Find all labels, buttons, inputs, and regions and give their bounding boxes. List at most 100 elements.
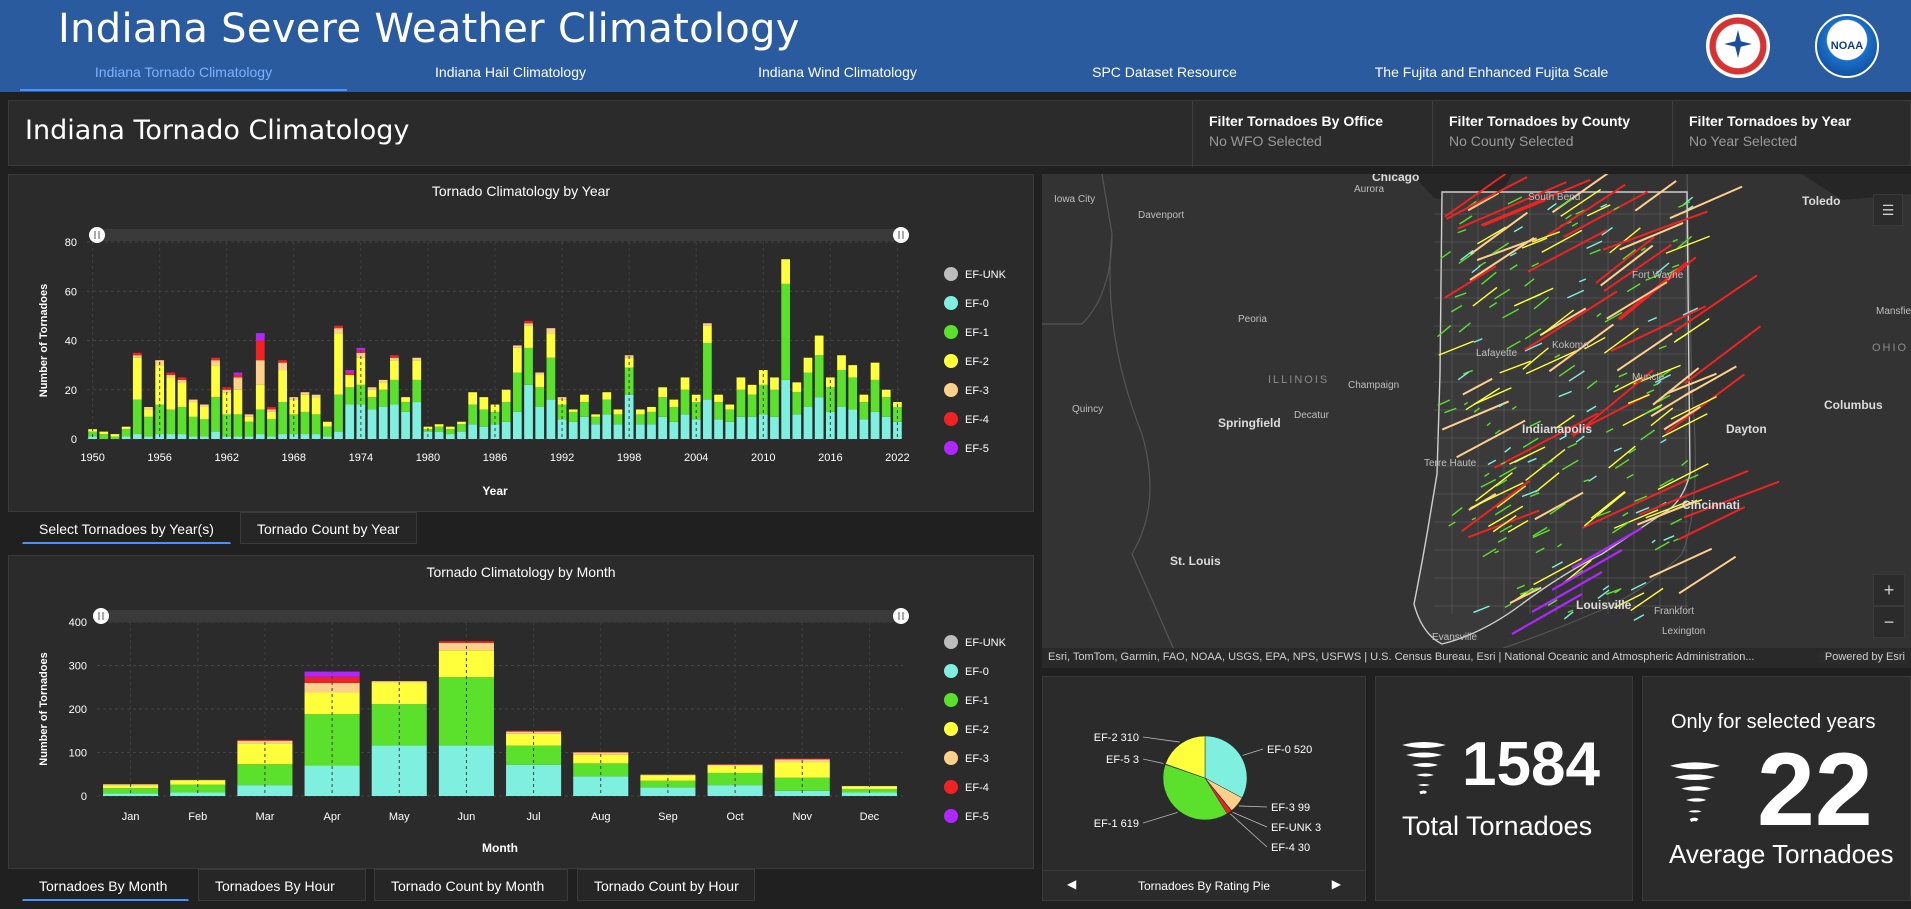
year-bar-segment[interactable]	[468, 424, 478, 439]
tornado-track[interactable]	[1586, 204, 1611, 217]
tornado-track[interactable]	[1522, 437, 1539, 449]
tornado-track[interactable]	[1496, 485, 1527, 508]
year-bar-segment[interactable]	[278, 402, 287, 435]
year-bar-segment[interactable]	[188, 436, 198, 439]
year-bar-segment[interactable]	[412, 360, 422, 380]
tornado-track[interactable]	[1486, 422, 1491, 427]
year-bar-segment[interactable]	[870, 379, 880, 412]
pie-prev-icon[interactable]: ◀	[1067, 877, 1077, 891]
tornado-track[interactable]	[1491, 242, 1510, 255]
legend-swatch[interactable]	[944, 751, 958, 765]
year-bar-segment[interactable]	[747, 416, 757, 439]
tornado-track[interactable]	[1600, 203, 1608, 208]
year-bar-segment[interactable]	[512, 345, 522, 348]
tornado-track[interactable]	[1652, 367, 1700, 406]
year-bar-segment[interactable]	[512, 411, 522, 439]
tornado-track[interactable]	[1654, 541, 1670, 551]
tornado-track[interactable]	[1465, 387, 1501, 411]
tornado-track[interactable]	[1590, 490, 1626, 519]
year-bar-segment[interactable]	[557, 399, 567, 405]
tornado-track[interactable]	[1561, 459, 1579, 471]
year-bar-segment[interactable]	[468, 404, 478, 425]
tornado-track[interactable]	[1457, 228, 1467, 234]
legend-label[interactable]: EF-UNK	[965, 269, 1007, 281]
tornado-track[interactable]	[1511, 405, 1517, 410]
year-bar-segment[interactable]	[267, 409, 276, 412]
tornado-track[interactable]	[1682, 307, 1699, 316]
year-bar-segment[interactable]	[680, 389, 690, 415]
year-bar-segment[interactable]	[121, 436, 131, 439]
year-bar-segment[interactable]	[110, 436, 120, 439]
year-bar-segment[interactable]	[613, 409, 623, 415]
legend-swatch[interactable]	[944, 325, 958, 339]
year-bar-segment[interactable]	[311, 434, 321, 439]
year-bar-segment[interactable]	[334, 394, 343, 432]
tornado-track[interactable]	[1504, 603, 1512, 609]
tornado-track[interactable]	[1606, 281, 1668, 320]
tornado-track[interactable]	[1619, 222, 1684, 251]
year-bar-segment[interactable]	[535, 374, 545, 388]
year-bar-segment[interactable]	[267, 411, 276, 420]
year-bar-segment[interactable]	[200, 436, 209, 439]
year-bar-segment[interactable]	[378, 389, 388, 407]
map-canvas[interactable]	[1042, 174, 1911, 668]
year-bar-segment[interactable]	[814, 355, 824, 398]
year-bar-segment[interactable]	[568, 409, 578, 412]
year-bar-segment[interactable]	[367, 409, 377, 439]
year-bar-segment[interactable]	[758, 370, 768, 385]
tornado-track[interactable]	[1471, 517, 1477, 521]
year-bar-segment[interactable]	[211, 357, 220, 361]
month-bar-segment[interactable]	[841, 786, 897, 790]
year-bar-segment[interactable]	[669, 421, 679, 439]
tornado-track[interactable]	[1482, 199, 1546, 227]
tornado-track[interactable]	[1557, 198, 1573, 209]
year-bar-segment[interactable]	[233, 374, 243, 378]
month-bar-segment[interactable]	[640, 774, 696, 776]
year-bar-segment[interactable]	[736, 377, 746, 390]
year-bar-segment[interactable]	[568, 421, 578, 439]
tornado-track[interactable]	[1494, 412, 1599, 469]
year-bar-segment[interactable]	[132, 355, 142, 358]
tornado-track[interactable]	[1498, 402, 1505, 408]
tornado-track[interactable]	[1535, 547, 1545, 554]
tornado-track[interactable]	[1575, 209, 1585, 215]
year-bar-segment[interactable]	[658, 397, 668, 417]
nav-tornado-climatology[interactable]: Indiana Tornado Climatology	[94, 64, 273, 80]
tornado-track[interactable]	[1567, 609, 1574, 614]
year-bar-segment[interactable]	[859, 402, 869, 420]
year-bar-segment[interactable]	[781, 283, 790, 380]
year-bar-segment[interactable]	[211, 365, 220, 398]
legend-swatch[interactable]	[944, 635, 958, 649]
year-bar-segment[interactable]	[893, 406, 902, 422]
year-bar-segment[interactable]	[300, 394, 310, 412]
tornado-track[interactable]	[1563, 611, 1574, 620]
year-bar-segment[interactable]	[803, 357, 813, 373]
legend-label[interactable]: EF-0	[965, 666, 989, 678]
year-bar-segment[interactable]	[255, 384, 265, 410]
year-bar-segment[interactable]	[501, 389, 511, 403]
tornado-track[interactable]	[1495, 479, 1508, 487]
tornado-track[interactable]	[1605, 428, 1614, 433]
year-bar-segment[interactable]	[244, 436, 254, 439]
year-bar-segment[interactable]	[278, 370, 287, 403]
year-bar-segment[interactable]	[434, 431, 444, 439]
tornado-track[interactable]	[1473, 407, 1480, 413]
year-bar-segment[interactable]	[367, 397, 377, 410]
tornado-track[interactable]	[1575, 435, 1585, 443]
range-slider-track[interactable]	[101, 610, 901, 622]
tornado-track[interactable]	[1519, 587, 1539, 595]
year-bar-segment[interactable]	[121, 426, 131, 430]
year-bar-segment[interactable]	[479, 397, 489, 410]
tornado-track[interactable]	[1596, 312, 1602, 318]
tornado-track[interactable]	[1630, 581, 1647, 591]
tornado-track[interactable]	[1521, 489, 1540, 498]
year-bar-segment[interactable]	[155, 404, 165, 435]
year-bar-segment[interactable]	[311, 414, 321, 435]
year-bar-segment[interactable]	[770, 389, 779, 417]
tornado-track[interactable]	[1678, 201, 1691, 208]
year-bar-segment[interactable]	[792, 414, 802, 439]
month-bar-segment[interactable]	[371, 745, 427, 796]
tornado-track[interactable]	[1499, 524, 1513, 533]
tornado-track[interactable]	[1513, 226, 1524, 233]
tornado-track[interactable]	[1613, 447, 1622, 452]
